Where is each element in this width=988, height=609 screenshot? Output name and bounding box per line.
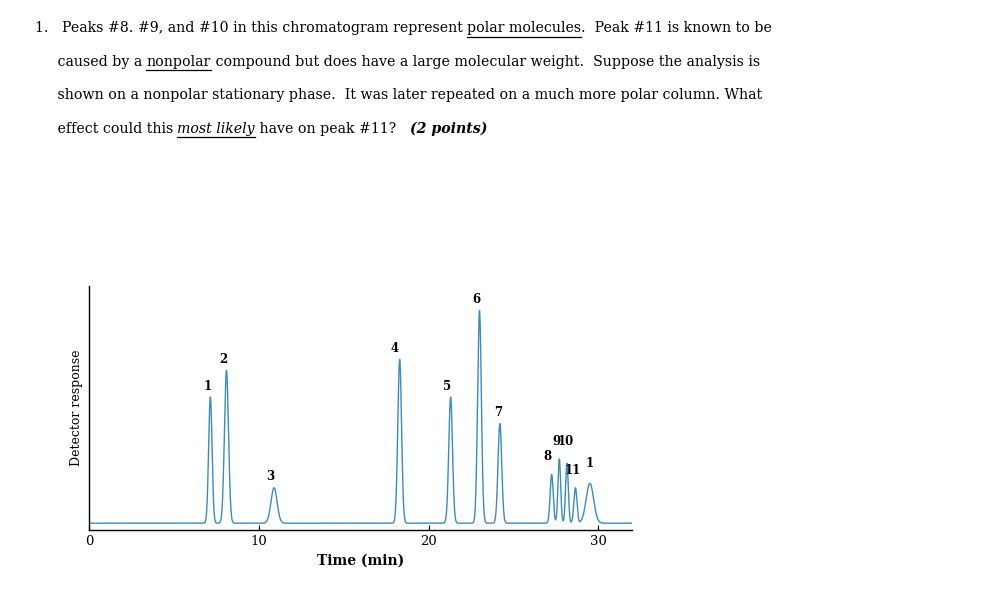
Text: shown on a nonpolar stationary phase.  It was later repeated on a much more pola: shown on a nonpolar stationary phase. It… (35, 88, 762, 102)
Text: have on peak #11?: have on peak #11? (255, 122, 410, 136)
Text: (2 points): (2 points) (410, 122, 487, 136)
Text: 11: 11 (565, 463, 581, 477)
Text: 10: 10 (557, 435, 573, 448)
X-axis label: Time (min): Time (min) (317, 553, 404, 567)
Text: 2: 2 (219, 353, 227, 366)
Text: 6: 6 (472, 293, 480, 306)
Text: 7: 7 (494, 406, 502, 419)
Text: 8: 8 (543, 451, 551, 463)
Text: 1: 1 (204, 379, 211, 393)
Text: .  Peak #11 is known to be: . Peak #11 is known to be (581, 21, 772, 35)
Text: effect could this: effect could this (35, 122, 177, 136)
Text: 5: 5 (444, 379, 452, 393)
Text: 1: 1 (586, 457, 594, 470)
Y-axis label: Detector response: Detector response (70, 350, 83, 466)
Text: nonpolar: nonpolar (146, 55, 210, 69)
Text: polar molecules: polar molecules (467, 21, 581, 35)
Text: 1.   Peaks #8. #9, and #10 in this chromatogram represent: 1. Peaks #8. #9, and #10 in this chromat… (35, 21, 467, 35)
Text: most likely: most likely (177, 122, 255, 136)
Text: caused by a: caused by a (35, 55, 146, 69)
Text: compound but does have a large molecular weight.  Suppose the analysis is: compound but does have a large molecular… (210, 55, 760, 69)
Text: 4: 4 (390, 342, 398, 355)
Text: 9: 9 (552, 435, 561, 448)
Text: 3: 3 (267, 470, 275, 484)
